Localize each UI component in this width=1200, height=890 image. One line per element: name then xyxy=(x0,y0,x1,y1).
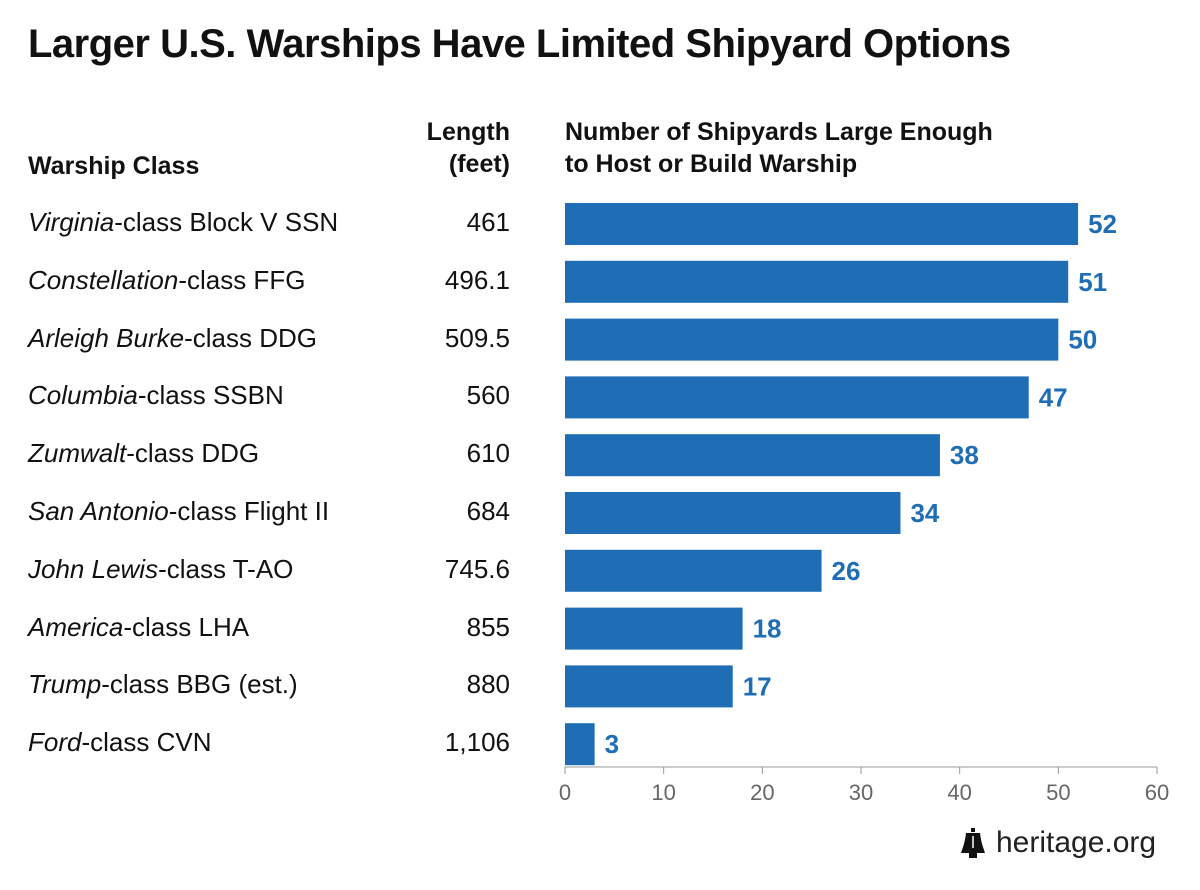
x-tick-label: 10 xyxy=(651,780,675,805)
warship-class-suffix: -class Block V SSN xyxy=(114,207,339,237)
bar xyxy=(565,549,822,592)
warship-class-suffix: -class LHA xyxy=(123,611,250,642)
warship-class-label: Virginia-class Block V SSN xyxy=(28,207,338,238)
column-header-count: Number of Shipyards Large Enough to Host… xyxy=(565,116,993,180)
bar-value-label: 34 xyxy=(910,498,939,528)
warship-length: 461 xyxy=(466,207,510,237)
warship-length: 684 xyxy=(466,496,510,526)
bar xyxy=(565,203,1079,245)
warship-class-name: America xyxy=(28,611,124,642)
warship-length: 610 xyxy=(466,438,510,469)
heritage-logo: heritage.org xyxy=(960,826,1156,860)
x-tick-label: 0 xyxy=(559,780,571,805)
x-tick-label: 40 xyxy=(947,780,971,805)
bar xyxy=(565,607,743,650)
logo-text: heritage.org xyxy=(996,826,1157,859)
warship-class-suffix: -class SSBN xyxy=(137,380,284,411)
warship-class-label: Zumwalt-class DDG xyxy=(28,438,259,469)
warship-length: 496.1 xyxy=(444,264,510,295)
warship-class-suffix: -class DDG xyxy=(126,438,260,469)
warship-class-name: Constellation xyxy=(28,264,179,295)
warship-length: 880 xyxy=(466,669,510,700)
column-header-count-line1: Number of Shipyards Large Enough xyxy=(565,118,993,146)
bar-value-label: 47 xyxy=(1039,382,1068,412)
bar xyxy=(565,492,901,534)
warship-length: 855 xyxy=(466,611,510,642)
column-header-length: Length (feet) xyxy=(427,116,510,180)
x-tick-label: 30 xyxy=(849,780,873,805)
bar-value-label: 52 xyxy=(1088,209,1117,239)
warship-length: 745.6 xyxy=(444,553,510,584)
column-header-length-line1: Length xyxy=(426,118,510,146)
warship-class-suffix: -class BBG (est.) xyxy=(101,669,298,700)
x-tick-label: 50 xyxy=(1046,780,1070,805)
warship-class-name: Arleigh Burke xyxy=(28,322,185,353)
column-header-length-line2: (feet) xyxy=(448,150,510,178)
column-header-class: Warship Class xyxy=(28,152,200,180)
warship-class-label: Trump-class BBG (est.) xyxy=(28,669,298,700)
warship-class-label: Constellation-class FFG xyxy=(28,265,305,296)
warship-class-suffix: -class T-AO xyxy=(158,553,294,584)
bar-value-label: 50 xyxy=(1068,325,1097,355)
column-header-count-line2: to Host or Build Warship xyxy=(565,150,858,178)
bar xyxy=(565,260,1069,303)
warship-class-suffix: -class FFG xyxy=(178,264,306,295)
warship-class-name: Ford xyxy=(28,727,82,758)
bar xyxy=(565,723,595,766)
warship-class-label: John Lewis-class T-AO xyxy=(28,554,293,585)
x-tick-label: 20 xyxy=(750,780,774,805)
warship-class-name: John Lewis xyxy=(28,553,159,584)
warship-class-suffix: -class CVN xyxy=(81,727,212,758)
warship-class-label: Ford-class CVN xyxy=(28,727,211,758)
warship-class-name: Zumwalt xyxy=(28,438,127,469)
bar xyxy=(565,665,733,708)
warship-class-name: Virginia xyxy=(28,207,115,237)
chart-title: Larger U.S. Warships Have Limited Shipya… xyxy=(28,22,1011,66)
bar-value-label: 3 xyxy=(605,729,619,759)
liberty-bell-icon xyxy=(961,828,985,858)
warship-class-label: Arleigh Burke-class DDG xyxy=(28,323,317,354)
bar xyxy=(565,434,940,477)
bar xyxy=(565,318,1059,361)
warship-class-name: Trump xyxy=(28,669,102,700)
warship-class-suffix: -class Flight II xyxy=(168,496,330,526)
bar-value-label: 17 xyxy=(743,671,772,701)
warship-class-label: America-class LHA xyxy=(28,612,249,643)
bar-value-label: 38 xyxy=(950,440,979,470)
x-tick-label: 60 xyxy=(1145,780,1169,805)
warship-class-label: San Antonio-class Flight II xyxy=(28,496,329,527)
warship-class-suffix: -class DDG xyxy=(184,322,317,353)
warship-class-name: San Antonio xyxy=(28,496,169,526)
bar xyxy=(565,376,1029,419)
warship-class-label: Columbia-class SSBN xyxy=(28,380,284,411)
bar-value-label: 51 xyxy=(1078,267,1107,297)
warship-class-name: Columbia xyxy=(28,380,138,411)
warship-length: 560 xyxy=(466,380,510,411)
warship-length: 509.5 xyxy=(444,322,510,353)
warship-length: 1,106 xyxy=(444,727,510,758)
bar-value-label: 18 xyxy=(753,614,782,644)
bar-value-label: 26 xyxy=(832,556,861,586)
